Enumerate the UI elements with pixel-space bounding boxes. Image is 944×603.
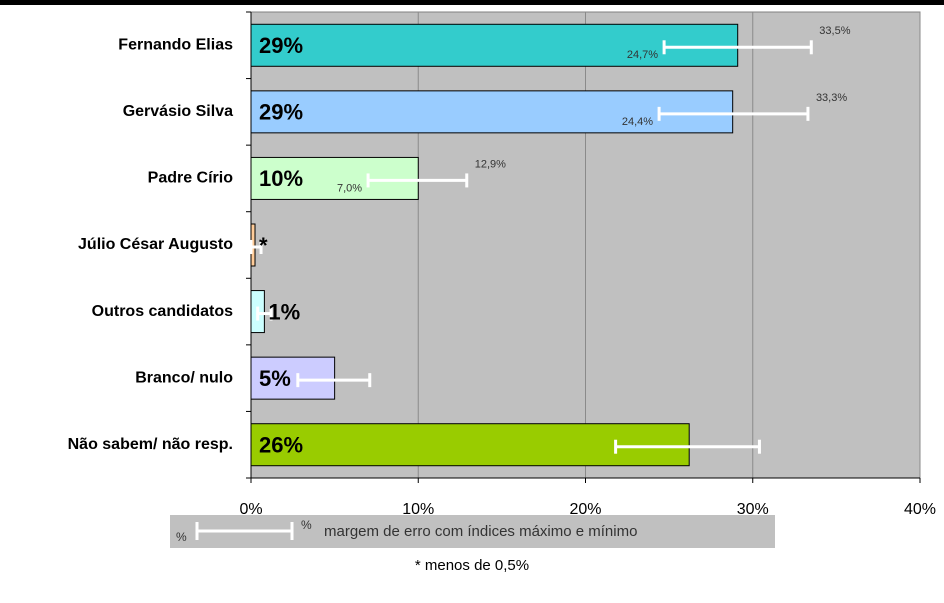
error-high-label: 33,5% <box>819 25 850 37</box>
x-tick-label: 20% <box>569 501 601 518</box>
y-tick-label: Fernando Elias <box>118 37 233 54</box>
y-tick-label: Outros candidatos <box>92 303 233 320</box>
error-high-label: 33,3% <box>816 92 847 104</box>
value-label: 1% <box>268 299 300 324</box>
error-low-label: 24,7% <box>627 49 658 61</box>
value-label: 10% <box>259 166 303 191</box>
top-border <box>0 0 944 5</box>
value-label: 29% <box>259 33 303 58</box>
x-tick-label: 30% <box>737 501 769 518</box>
y-tick-label: Júlio César Augusto <box>78 236 233 253</box>
bar <box>250 356 336 400</box>
x-tick-label: 0% <box>239 501 262 518</box>
bar <box>250 90 734 134</box>
error-low-label: 7,0% <box>337 182 362 194</box>
y-tick-label: Padre Círio <box>148 170 234 187</box>
value-label: 26% <box>259 433 303 458</box>
x-tick-label: 10% <box>402 501 434 518</box>
error-low-label: 24,4% <box>622 116 653 128</box>
value-label: 29% <box>259 100 303 125</box>
legend-text: margem de erro com índices máximo e míni… <box>324 523 637 540</box>
bar <box>250 156 419 200</box>
legend-right-symbol: % <box>301 518 312 532</box>
footnote: * menos de 0,5% <box>415 557 529 574</box>
value-label: 5% <box>259 366 291 391</box>
error-high-label: 12,9% <box>475 158 506 170</box>
bar <box>250 423 690 467</box>
y-tick-label: Branco/ nulo <box>135 369 233 386</box>
value-label: * <box>259 233 268 258</box>
legend-left-symbol: % <box>176 530 187 544</box>
y-tick-label: Gervásio Silva <box>123 103 233 120</box>
x-tick-label: 40% <box>904 501 936 518</box>
y-tick-label: Não sabem/ não resp. <box>68 436 233 453</box>
bar <box>250 23 739 67</box>
